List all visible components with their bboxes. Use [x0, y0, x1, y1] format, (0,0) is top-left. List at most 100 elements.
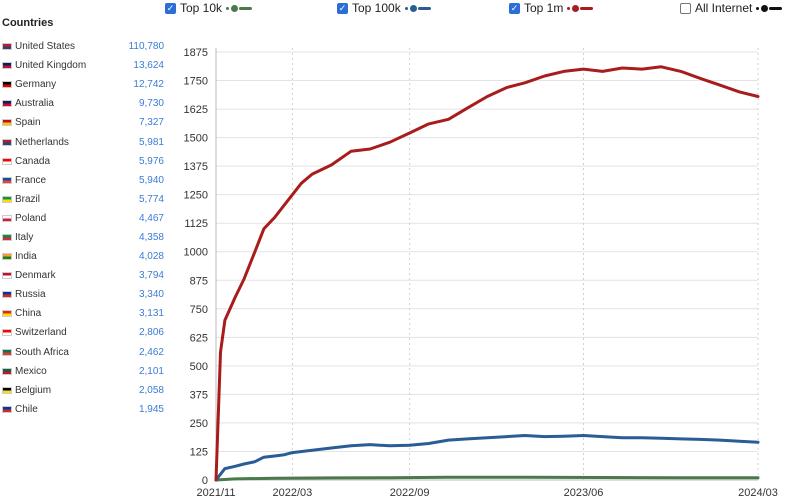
country-value: 2,806: [138, 327, 164, 339]
country-row[interactable]: Denmark 3,794: [0, 266, 172, 285]
country-row[interactable]: Australia 9,730: [0, 94, 172, 113]
country-row[interactable]: Netherlands 5,981: [0, 132, 172, 151]
country-row[interactable]: Canada 5,976: [0, 152, 172, 171]
country-name: India: [15, 251, 37, 263]
country-row[interactable]: United Kingdom 13,624: [0, 56, 172, 75]
y-tick-label: 625: [190, 332, 208, 344]
legend-label: All Internet: [695, 1, 753, 15]
country-name: Chile: [15, 403, 38, 415]
legend-item-top-10k[interactable]: Top 10k: [165, 1, 253, 15]
chart-legend: Top 10k Top 100k Top 1m All Internet: [0, 0, 800, 20]
country-name: Spain: [15, 117, 41, 129]
country-sidebar: Countries United States 110,780 United Kin…: [0, 0, 172, 498]
flag-icon: [2, 214, 12, 222]
y-tick-label: 1250: [184, 190, 208, 202]
country-name: Denmark: [15, 270, 56, 282]
y-tick-label: 750: [190, 304, 208, 316]
country-name: United States: [15, 41, 76, 53]
country-row[interactable]: United States 110,780: [0, 37, 172, 56]
country-name: China: [15, 308, 42, 320]
x-tick-label: 2022/09: [390, 487, 430, 498]
country-value: 3,794: [138, 270, 164, 282]
country-value: 5,940: [138, 174, 164, 186]
flag-icon: [2, 329, 12, 337]
country-row[interactable]: India 4,028: [0, 247, 172, 266]
country-value: 5,774: [138, 193, 164, 205]
flag-icon: [2, 176, 12, 184]
country-value: 5,976: [138, 155, 164, 167]
country-value: 3,340: [138, 289, 164, 301]
country-name: Poland: [15, 212, 47, 224]
country-value: 4,467: [138, 212, 164, 224]
country-row[interactable]: Germany 12,742: [0, 75, 172, 94]
country-name: United Kingdom: [15, 60, 87, 72]
country-row[interactable]: Poland 4,467: [0, 209, 172, 228]
x-tick-label: 2023/06: [564, 487, 604, 498]
country-value: 13,624: [133, 60, 164, 72]
country-row[interactable]: South Africa 2,462: [0, 343, 172, 362]
flag-icon: [2, 272, 12, 280]
country-row[interactable]: Spain 7,327: [0, 113, 172, 132]
country-row[interactable]: China 3,131: [0, 304, 172, 323]
country-value: 7,327: [138, 117, 164, 129]
flag-icon: [2, 348, 12, 356]
flag-icon: [2, 195, 12, 203]
country-value: 1,945: [138, 403, 164, 415]
legend-item-top-1m[interactable]: Top 1m: [509, 1, 594, 15]
country-name: Italy: [15, 231, 34, 243]
x-tick-label: 2021/11: [197, 487, 236, 498]
country-row[interactable]: France 5,940: [0, 171, 172, 190]
flag-icon: [2, 43, 12, 51]
flag-icon: [2, 405, 12, 413]
y-tick-label: 125: [190, 446, 208, 458]
legend-checkbox[interactable]: [337, 2, 348, 14]
y-tick-label: 250: [190, 418, 208, 430]
country-name: Germany: [15, 79, 57, 91]
legend-swatch-icon: [404, 4, 431, 12]
country-value: 3,131: [138, 308, 164, 320]
legend-checkbox[interactable]: [680, 2, 691, 14]
country-row[interactable]: Mexico 2,101: [0, 362, 172, 381]
country-row[interactable]: Belgium 2,058: [0, 381, 172, 400]
y-tick-label: 1625: [184, 104, 208, 116]
y-tick-label: 1875: [184, 47, 208, 59]
y-tick-label: 1375: [184, 161, 208, 173]
flag-icon: [2, 386, 12, 394]
country-name: Belgium: [15, 384, 52, 396]
x-tick-label: 2024/03: [738, 487, 778, 498]
country-row[interactable]: Chile 1,945: [0, 400, 172, 419]
country-row[interactable]: Switzerland 2,806: [0, 323, 172, 342]
y-tick-label: 375: [190, 389, 208, 401]
country-name: Canada: [15, 155, 51, 167]
country-name: Brazil: [15, 193, 41, 205]
y-tick-label: 1500: [184, 133, 208, 145]
country-value: 2,101: [138, 365, 164, 377]
legend-swatch-icon: [567, 4, 594, 12]
country-value: 12,742: [133, 79, 164, 91]
y-tick-label: 500: [190, 361, 208, 373]
legend-checkbox[interactable]: [165, 2, 176, 14]
country-row[interactable]: Russia 3,340: [0, 285, 172, 304]
series-line-top-100k: [214, 434, 760, 482]
country-list: United States 110,780 United Kingdom 13,624…: [0, 37, 172, 419]
x-tick-label: 2022/03: [273, 487, 313, 498]
flag-icon: [2, 291, 12, 299]
y-tick-label: 875: [190, 275, 208, 287]
country-row[interactable]: Brazil 5,774: [0, 190, 172, 209]
legend-item-all-internet[interactable]: All Internet: [680, 1, 783, 15]
legend-item-top-100k[interactable]: Top 100k: [337, 1, 431, 15]
y-tick-label: 1000: [184, 247, 208, 259]
country-value: 110,780: [128, 41, 164, 53]
series-line-top-1m: [214, 65, 760, 482]
country-row[interactable]: Italy 4,358: [0, 228, 172, 247]
country-value: 2,462: [138, 346, 164, 358]
sidebar-title: Countries: [2, 17, 54, 29]
flag-icon: [2, 310, 12, 318]
flag-icon: [2, 138, 12, 146]
y-tick-label: 0: [202, 475, 208, 487]
legend-label: Top 100k: [352, 1, 401, 15]
legend-checkbox[interactable]: [509, 2, 520, 14]
legend-swatch-icon: [756, 4, 783, 12]
country-name: Russia: [15, 289, 46, 301]
country-value: 5,981: [138, 136, 164, 148]
